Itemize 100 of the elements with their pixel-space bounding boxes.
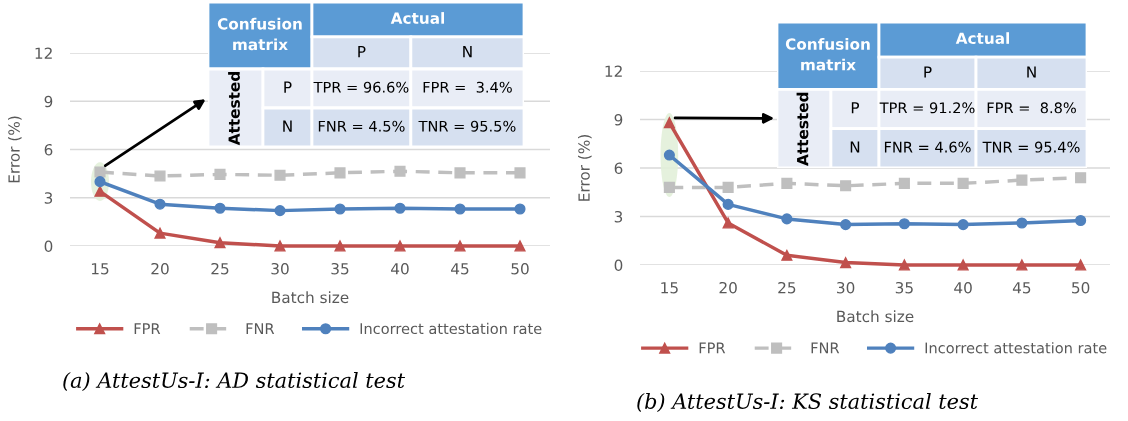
point <box>1075 214 1087 227</box>
annotation: FNR = 4.5% <box>318 120 405 132</box>
x-tick-label: 30 <box>837 281 855 294</box>
x-tick-label: 35 <box>331 262 349 275</box>
point <box>274 169 286 181</box>
x-tick-label: 40 <box>391 262 409 275</box>
y-tick-label: 6 <box>614 162 623 175</box>
point <box>334 240 346 252</box>
x-tick-label: 50 <box>511 262 529 275</box>
point <box>154 198 166 210</box>
annotation: TNR = 95.4% <box>982 141 1080 153</box>
point <box>722 217 734 229</box>
point <box>1016 174 1028 186</box>
legend-label: Incorrect attestation rate <box>925 342 1107 354</box>
x-tick-label: 45 <box>451 263 469 275</box>
y-tick-label: 3 <box>614 210 623 223</box>
x-tick-label: 20 <box>151 262 169 275</box>
point <box>154 170 166 182</box>
x-tick-label: 45 <box>1012 282 1031 294</box>
legend-label: FNR <box>811 342 840 354</box>
text: (a) AttestUs-I: AD statistical test <box>63 371 406 391</box>
point <box>781 177 793 189</box>
point <box>898 177 910 189</box>
text: Confusion matrix <box>217 17 302 51</box>
point <box>274 205 286 217</box>
y-tick-label: 12 <box>605 65 622 77</box>
text: Actual <box>955 32 1010 45</box>
annotation: N <box>1027 66 1036 78</box>
point <box>394 202 406 214</box>
point <box>454 167 466 179</box>
point <box>514 167 526 179</box>
annotation: FPR = 3.4% <box>423 81 512 93</box>
x-tick-label: 15 <box>91 263 109 275</box>
point <box>957 219 969 231</box>
annotation: N <box>283 120 292 132</box>
x-tick-label: 30 <box>271 262 289 275</box>
point <box>840 257 852 269</box>
y-tick-label: 9 <box>44 95 53 108</box>
y-tick-label: 9 <box>614 113 623 126</box>
annotation: P <box>284 81 292 93</box>
legend-label: FPR <box>699 342 726 354</box>
point <box>514 203 526 215</box>
annotation: Attested <box>796 92 809 166</box>
point <box>1075 259 1087 271</box>
y-tick-label: 12 <box>35 47 52 59</box>
annotation: N <box>850 141 860 153</box>
point <box>1016 259 1028 271</box>
annotation: P <box>851 102 860 114</box>
y-tick-label: 6 <box>44 143 53 156</box>
point <box>722 181 734 193</box>
point <box>454 240 466 252</box>
point <box>898 218 910 230</box>
y-tick-label: 3 <box>44 192 53 204</box>
point <box>214 168 226 180</box>
y-tick-label: 0 <box>614 259 623 272</box>
point <box>1075 172 1087 184</box>
x-tick-label: 35 <box>895 281 913 294</box>
x-axis-title: Batch size <box>837 310 914 323</box>
annotation: FPR = 8.8% <box>987 102 1076 114</box>
x-tick-label: 20 <box>719 281 737 294</box>
y-tick-label: 0 <box>44 240 53 253</box>
point <box>274 240 286 252</box>
point <box>394 165 406 177</box>
annotation: P <box>358 46 366 58</box>
point <box>898 259 910 271</box>
text: Confusion matrix <box>785 38 870 71</box>
annotation: N <box>463 46 472 58</box>
x-tick-label: 40 <box>954 281 972 294</box>
annotation: P <box>924 66 932 78</box>
point <box>394 240 406 252</box>
point <box>663 117 675 129</box>
text: (b) AttestUs-I: KS statistical test <box>637 392 979 412</box>
point <box>840 219 852 231</box>
point <box>214 237 226 249</box>
legend-label: FNR <box>246 323 275 334</box>
point <box>957 259 969 271</box>
point <box>1016 217 1028 229</box>
point <box>781 249 793 261</box>
y-axis-title: Error (%) <box>578 135 592 201</box>
point <box>94 166 106 178</box>
point <box>214 202 226 214</box>
annotation: FNR = 4.6% <box>884 141 971 153</box>
x-tick-label: 25 <box>778 281 796 294</box>
point <box>722 198 734 210</box>
x-tick-label: 50 <box>1072 281 1090 294</box>
point <box>334 167 346 179</box>
point <box>514 240 526 252</box>
point <box>334 203 346 215</box>
x-tick-label: 25 <box>211 262 229 275</box>
point <box>781 213 793 225</box>
y-axis-title: Error (%) <box>8 116 22 183</box>
text: Actual <box>390 12 444 24</box>
point <box>957 177 969 189</box>
point <box>663 149 675 161</box>
x-axis-title: Batch size <box>272 291 349 304</box>
point <box>840 180 852 192</box>
annotation: TNR = 95.5% <box>418 120 516 132</box>
point <box>154 227 166 239</box>
legend-label: FPR <box>134 323 161 334</box>
annotation: TPR = 91.2% <box>879 102 975 114</box>
